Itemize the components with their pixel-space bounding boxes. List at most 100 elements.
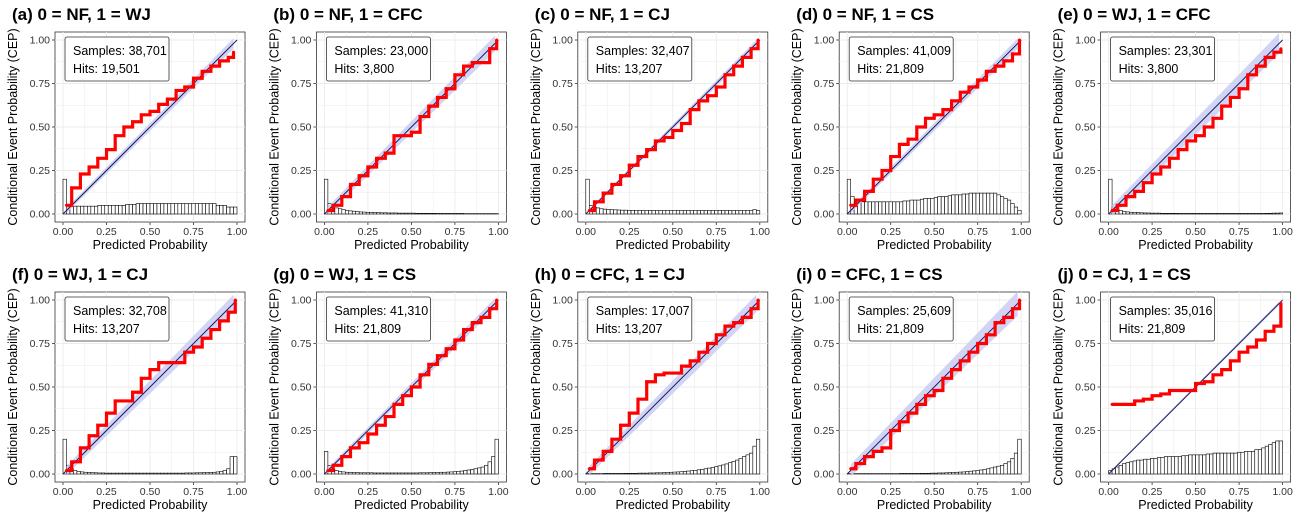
histogram-bar (1230, 213, 1235, 215)
chart-panel-i: (i) 0 = CFC, 1 = CS Samples: 25,609 Hits: … (790, 265, 1031, 512)
histogram-bar (414, 472, 419, 475)
cep-point (105, 411, 108, 415)
x-tick-label: 1.00 (1011, 486, 1032, 498)
histogram-bar (383, 472, 388, 475)
histogram-bar (923, 198, 928, 215)
histogram-bar (80, 471, 85, 475)
histogram-bar (599, 208, 604, 215)
cep-point (967, 85, 971, 89)
histogram-bar (1233, 452, 1238, 475)
histogram-bar (208, 203, 213, 215)
y-tick-label: 0.50 (291, 122, 312, 134)
cep-point (1011, 307, 1014, 311)
histogram-bar (899, 473, 904, 475)
histogram-bar (80, 205, 85, 215)
histogram-bar (745, 210, 750, 215)
histogram-bar (1244, 213, 1249, 215)
info-box (325, 36, 431, 82)
histogram-bar (1013, 452, 1019, 475)
cep-point (436, 95, 439, 99)
x-axis-label: Predicted Probability (877, 498, 992, 512)
cep-point (139, 113, 143, 117)
histogram-bar (438, 471, 444, 475)
histogram-bar (1017, 438, 1022, 475)
histogram-bar (421, 472, 426, 475)
cep-point (653, 373, 657, 377)
histogram-bar (595, 207, 601, 215)
histogram-bar (456, 213, 461, 215)
cep-point (1133, 399, 1137, 403)
histogram-bar (1257, 213, 1263, 215)
cep-point (64, 203, 68, 207)
y-axis-label: Conditional Event Probability (CEP) (790, 28, 804, 225)
histogram-bar (627, 473, 632, 475)
histogram-bar (418, 213, 423, 215)
histogram-bar (135, 203, 140, 215)
histogram-bar (693, 210, 698, 215)
histogram-bar (1219, 452, 1224, 475)
histogram-bar (717, 210, 722, 215)
y-axis-label: Conditional Event Probability (CEP) (1052, 288, 1066, 485)
histogram-bar (404, 472, 409, 475)
histogram-bar (442, 471, 447, 475)
cep-point (871, 449, 875, 453)
cep-point (1124, 195, 1128, 199)
histogram-bar (707, 467, 712, 475)
histogram-bar (662, 210, 667, 215)
histogram-bar (62, 438, 67, 475)
histogram-bar (365, 472, 370, 475)
histogram-bar (1184, 455, 1189, 475)
histogram-bar (1000, 464, 1005, 475)
cep-point (192, 76, 195, 80)
cep-point (941, 108, 945, 112)
cep-point (331, 463, 335, 467)
histogram-bar (83, 471, 88, 475)
histogram-bar (411, 212, 416, 215)
histogram-bar (996, 465, 1001, 475)
samples-label: Samples: 35,016 (1119, 304, 1213, 318)
histogram-bar (229, 456, 234, 475)
histogram-bar (658, 472, 663, 475)
histogram-bar (355, 211, 360, 215)
hits-label: Hits: 13,207 (596, 62, 663, 76)
x-tick-label: 0.50 (663, 226, 684, 238)
cep-point (331, 203, 335, 207)
histogram-bar (208, 472, 213, 475)
cep-point (915, 402, 919, 406)
histogram-bar (864, 201, 869, 215)
histogram-bar (989, 192, 994, 215)
x-axis-label: Predicted Probability (615, 498, 730, 512)
histogram-bar (369, 212, 374, 215)
histogram-bar (73, 205, 78, 215)
histogram-bar (219, 471, 224, 475)
histogram-bar (675, 210, 681, 215)
cep-point (427, 362, 431, 366)
x-tick-label: 1.00 (488, 226, 509, 238)
cep-point (645, 380, 649, 384)
x-axis-label: Predicted Probability (877, 238, 992, 252)
x-tick-label: 0.25 (358, 226, 379, 238)
histogram-bar (1198, 213, 1203, 215)
histogram-bar (445, 213, 450, 215)
x-tick-label: 0.25 (358, 486, 379, 498)
histogram-bar (125, 204, 130, 215)
cep-point (849, 203, 853, 207)
x-tick-label: 0.25 (880, 226, 901, 238)
histogram-bar (222, 470, 227, 475)
cep-point (383, 415, 387, 419)
histogram-bar (930, 198, 935, 215)
chart-panel-j: (j) 0 = CJ, 1 = CS Samples: 35,016 Hits: 2… (1052, 265, 1293, 512)
histogram-bar (222, 205, 227, 215)
histogram-bar (609, 473, 614, 475)
histogram-bar (121, 205, 126, 215)
histogram-bar (752, 445, 757, 475)
histogram-bar (724, 210, 729, 215)
histogram-bar (1132, 460, 1137, 475)
histogram-bar (1013, 206, 1019, 215)
cep-point (1168, 156, 1171, 160)
histogram-bar (665, 210, 670, 215)
cep-point (1017, 298, 1021, 302)
cep-point (976, 78, 980, 82)
y-tick-label: 0.25 (30, 425, 51, 437)
